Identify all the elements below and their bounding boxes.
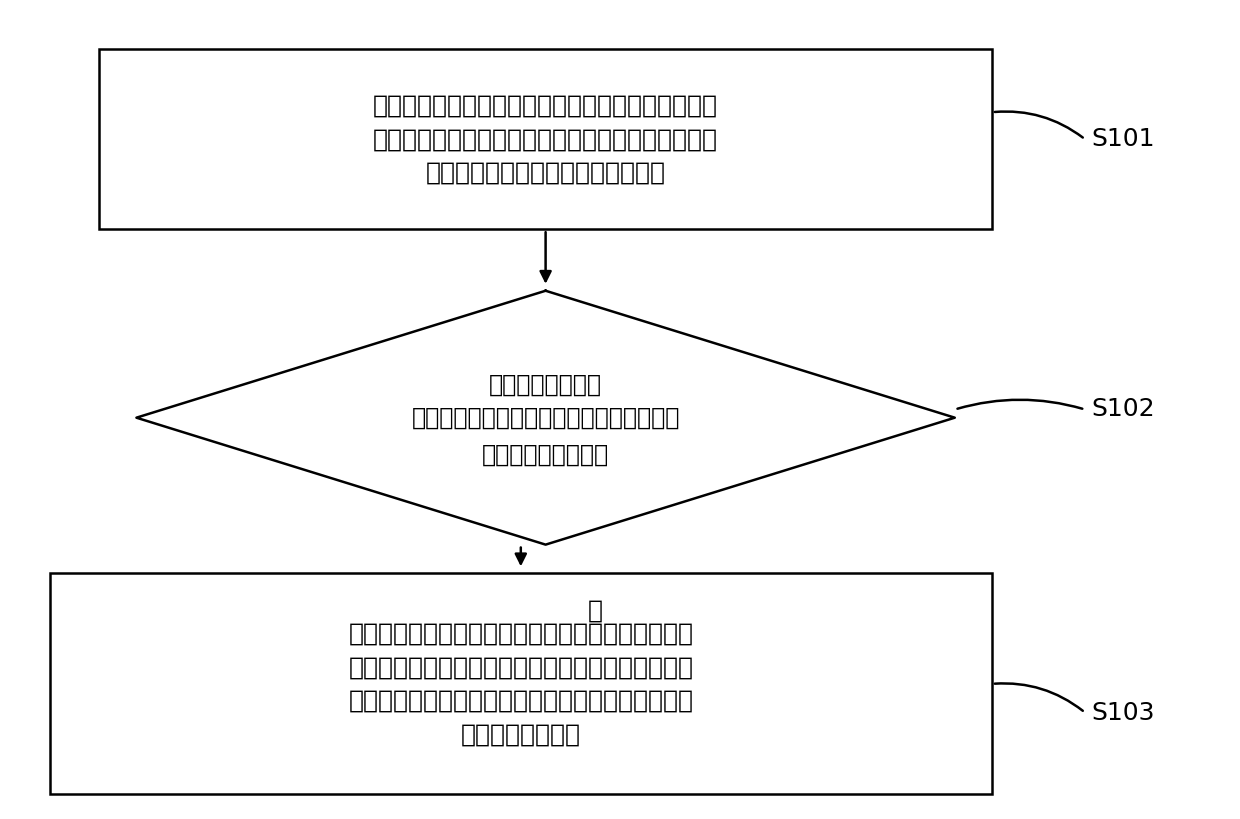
FancyBboxPatch shape xyxy=(99,49,992,229)
Text: 监测消息生产者发布到消息队列中间件中的总消息数
、消息生产者发布消息的速率、以及每个消息消费者
对消息队列中间件中消息的消费速率: 监测消息生产者发布到消息队列中间件中的总消息数 、消息生产者发布消息的速率、以及… xyxy=(373,93,718,185)
Text: 判断消息生产者发: 判断消息生产者发 xyxy=(489,373,603,397)
FancyBboxPatch shape xyxy=(50,573,992,794)
Text: 是: 是 xyxy=(588,598,603,622)
Text: S102: S102 xyxy=(1091,397,1154,422)
Text: S103: S103 xyxy=(1091,700,1154,725)
Text: 布到消息队列中间件中的总消息数是否大于: 布到消息队列中间件中的总消息数是否大于 xyxy=(412,405,680,430)
Text: 预设最大消息数阈值: 预设最大消息数阈值 xyxy=(482,442,609,467)
Text: 根据消息生产者发布消息的速率和每个消息消费者对
消息队列中间件中消息的消费速率，启动相应数量的
消息消费者，使启动的消息消费者对消息队列中间件
中的消息进行消费: 根据消息生产者发布消息的速率和每个消息消费者对 消息队列中间件中消息的消费速率，… xyxy=(348,622,693,746)
Text: S101: S101 xyxy=(1091,127,1154,152)
